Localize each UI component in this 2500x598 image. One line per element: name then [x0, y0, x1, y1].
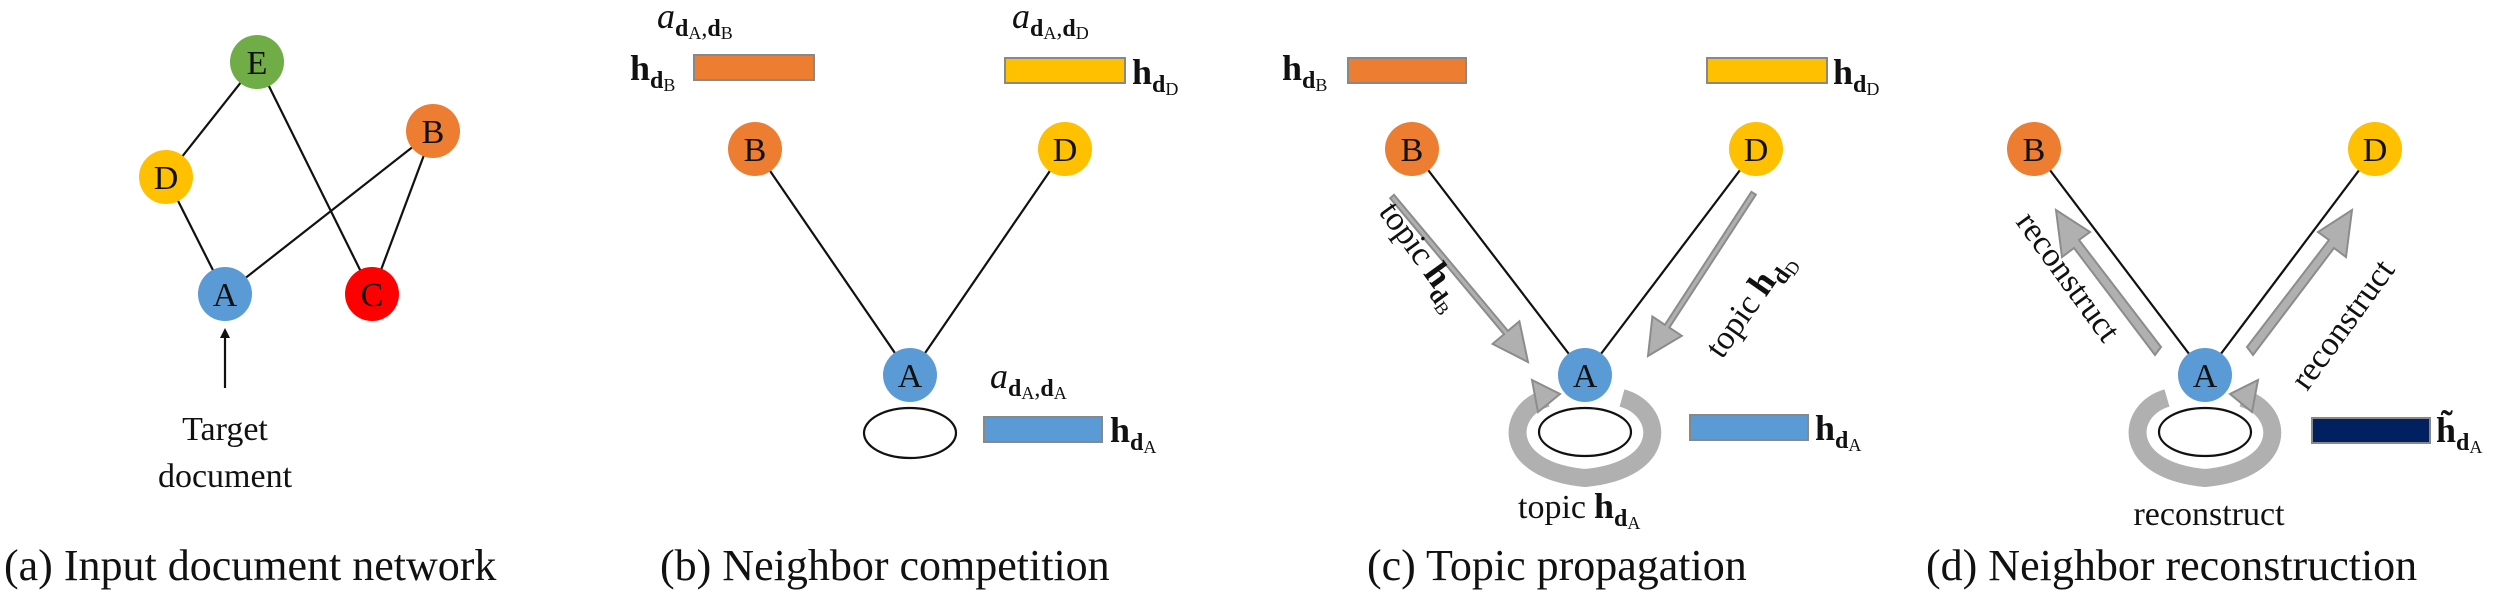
node-E: [230, 35, 284, 89]
topic-label-A: topic hdA: [1518, 486, 1640, 533]
edge-A-B: [224, 130, 434, 295]
label-h-dD: hdD: [1132, 52, 1178, 99]
bar-hdD: [1004, 57, 1126, 84]
self-loop-arc: [2128, 389, 2282, 488]
edge-B-A: [754, 148, 911, 376]
bar-hdB: [1347, 57, 1467, 84]
label-h-dD: hdD: [1833, 52, 1879, 99]
node-A-label: A: [213, 277, 238, 314]
edge-D-A: [2204, 148, 2376, 376]
label-a-dA-dB: adA,dB: [657, 0, 733, 43]
node-B: [728, 122, 782, 176]
bar-hdD: [1706, 57, 1828, 84]
bar-hdA-tilde: [2311, 417, 2431, 444]
node-E-label: E: [247, 45, 268, 82]
self-loop-arrowhead: [1530, 378, 1562, 414]
node-A-label: A: [898, 358, 923, 395]
topic-arrow-D: [1646, 190, 1758, 358]
panel-a: E B D A C Target document (a) Input docu…: [4, 35, 496, 590]
topic-arrow-B: [1388, 193, 1530, 364]
caption-a: (a) Input document network: [4, 541, 496, 590]
node-D-label: D: [2363, 132, 2388, 169]
edge-E-C: [256, 61, 373, 295]
panel-b: B D A adA,dB adA,dD adA,dA hdB hdD hdA (…: [630, 0, 1178, 590]
caption-b: (b) Neighbor competition: [660, 541, 1110, 590]
topic-label-B: topichdB: [1366, 193, 1475, 319]
node-A: [1558, 348, 1612, 402]
node-B: [2007, 122, 2061, 176]
node-D-label: D: [154, 160, 179, 197]
node-D-label: D: [1744, 132, 1769, 169]
bar-hdB: [693, 54, 815, 81]
node-B-label: B: [422, 114, 445, 151]
self-loop: [2157, 406, 2253, 458]
edge-D-A: [1584, 148, 1757, 376]
label-a-dA-dD: adA,dD: [1012, 0, 1089, 43]
self-loop: [862, 406, 958, 460]
reconstruct-label-A: reconstruct: [2133, 496, 2285, 533]
node-A: [883, 348, 937, 402]
node-A-label: A: [2193, 358, 2218, 395]
node-C: [345, 267, 399, 321]
node-B-label: B: [744, 132, 767, 169]
label-h-dA: hdA: [1110, 410, 1156, 457]
caption-d: (d) Neighbor reconstruction: [1926, 541, 2417, 590]
panel-d: B D A h̃dA reconstruct reconstruct recon…: [1926, 122, 2482, 590]
node-B: [1385, 122, 1439, 176]
node-D: [139, 150, 193, 204]
node-C-label: C: [361, 277, 384, 314]
node-D: [1729, 122, 1783, 176]
bar-hdA: [983, 416, 1103, 443]
node-B-label: B: [2023, 132, 2046, 169]
label-a-dA-dA: adA,dA: [990, 356, 1067, 403]
label-h-dA: hdA: [1815, 408, 1861, 455]
caption-c: (c) Topic propagation: [1367, 541, 1747, 590]
bar-hdA: [1689, 414, 1809, 441]
label-h-dB: hdB: [630, 48, 675, 95]
target-label-line2: document: [158, 458, 293, 495]
edge-C-B: [370, 130, 435, 295]
reconstruct-arrow-B: [2054, 207, 2163, 357]
edge-D-A: [909, 148, 1066, 376]
node-D: [1038, 122, 1092, 176]
edge-B-A: [1411, 148, 1586, 376]
label-h-dB: hdB: [1282, 48, 1327, 95]
reconstruct-label-D: reconstruct: [2284, 252, 2403, 396]
panel-c: B D A hdB hdD hdA topichdB topichdD topi…: [1282, 48, 1879, 590]
node-D-label: D: [1053, 132, 1078, 169]
edge-B-A: [2033, 148, 2206, 376]
node-A-label: A: [1573, 358, 1598, 395]
node-A: [198, 267, 252, 321]
self-loop-arrowhead: [2228, 378, 2260, 414]
label-htilde-dA: h̃dA: [2436, 409, 2482, 457]
self-loop: [1537, 406, 1633, 458]
node-A: [2178, 348, 2232, 402]
node-B: [406, 104, 460, 158]
self-loop-arc: [1508, 389, 1662, 488]
node-B-label: B: [1401, 132, 1424, 169]
target-label-line1: Target: [182, 411, 268, 448]
node-D: [2348, 122, 2402, 176]
reconstruct-arrow-D: [2245, 207, 2354, 357]
